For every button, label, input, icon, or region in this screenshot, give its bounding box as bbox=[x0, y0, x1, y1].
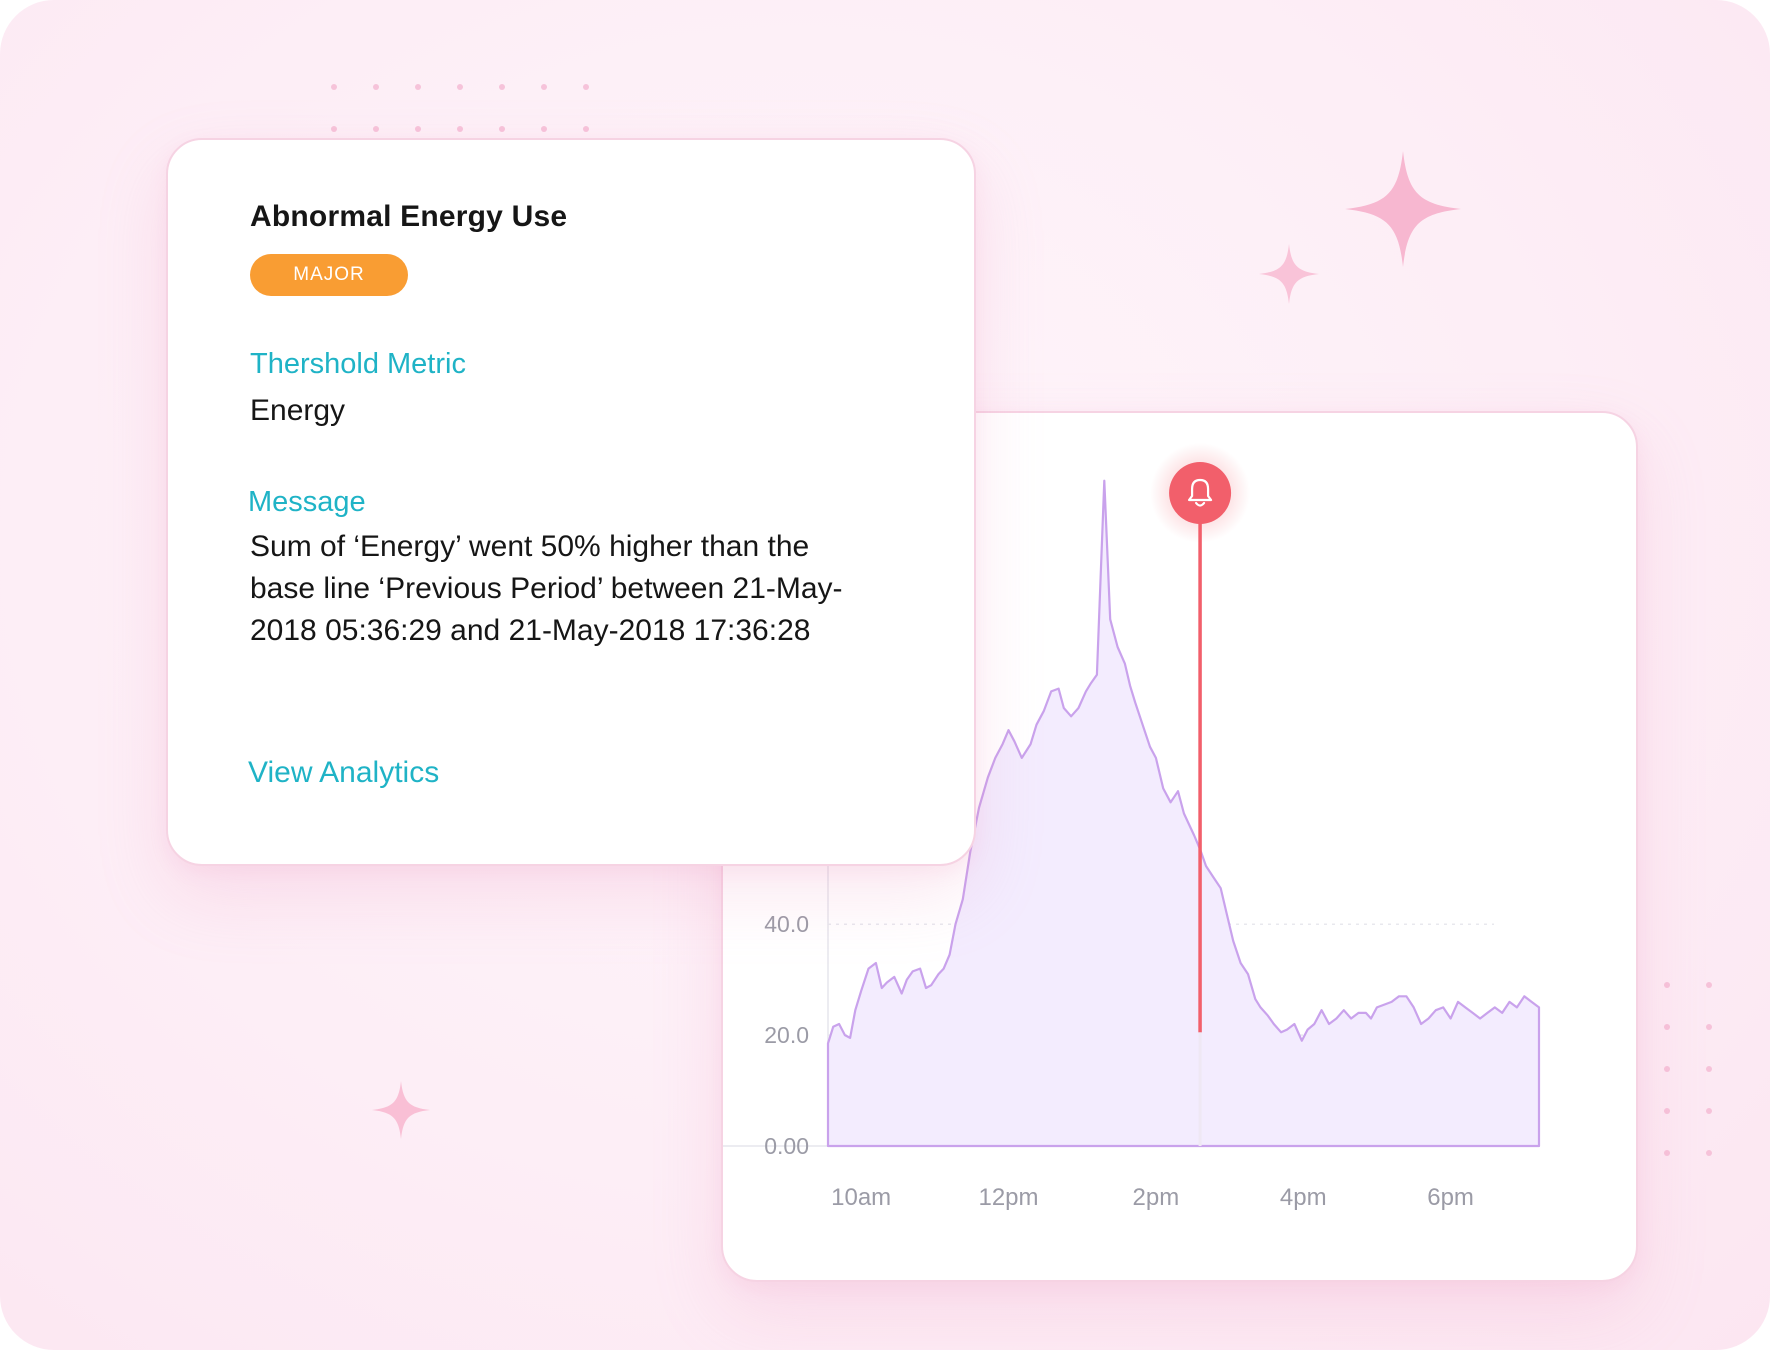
message-label: Message bbox=[248, 486, 366, 518]
y-tick-label: 0.00 bbox=[764, 1133, 809, 1159]
x-tick-label: 2pm bbox=[1133, 1184, 1180, 1211]
metric-value: Energy bbox=[250, 394, 346, 427]
y-tick-label: 40.0 bbox=[764, 911, 809, 937]
metric-label: Thershold Metric bbox=[250, 348, 466, 380]
message-text: Sum of ‘Energy’ went 50% higher than the… bbox=[250, 530, 843, 647]
view-analytics-link[interactable]: View Analytics bbox=[248, 756, 440, 789]
energy-series-line bbox=[826, 479, 1541, 1148]
sparkle-small-icon bbox=[1259, 244, 1319, 304]
alarm-marker bbox=[1169, 462, 1232, 524]
alert-title: Abnormal Energy Use bbox=[250, 200, 568, 233]
y-tick-label: 20.0 bbox=[764, 1022, 809, 1048]
severity-badge: MAJOR bbox=[250, 254, 408, 296]
dot-grid-top bbox=[331, 84, 601, 134]
x-tick-label: 12pm bbox=[978, 1184, 1038, 1211]
alert-card: Abnormal Energy Use MAJOR Thershold Metr… bbox=[166, 138, 976, 866]
sparkle-left-icon bbox=[372, 1081, 430, 1139]
sparkle-large-icon bbox=[1345, 151, 1461, 267]
x-tick-label: 4pm bbox=[1280, 1184, 1327, 1211]
x-tick-label: 10am bbox=[831, 1184, 891, 1211]
dot-grid-right bbox=[1664, 982, 1724, 1162]
energy-chart: 0.00 20.0 40.0 10am 12pm 2pm 4pm 6pm bbox=[723, 443, 1541, 1211]
bell-icon bbox=[1187, 478, 1213, 507]
x-tick-label: 6pm bbox=[1427, 1184, 1474, 1211]
